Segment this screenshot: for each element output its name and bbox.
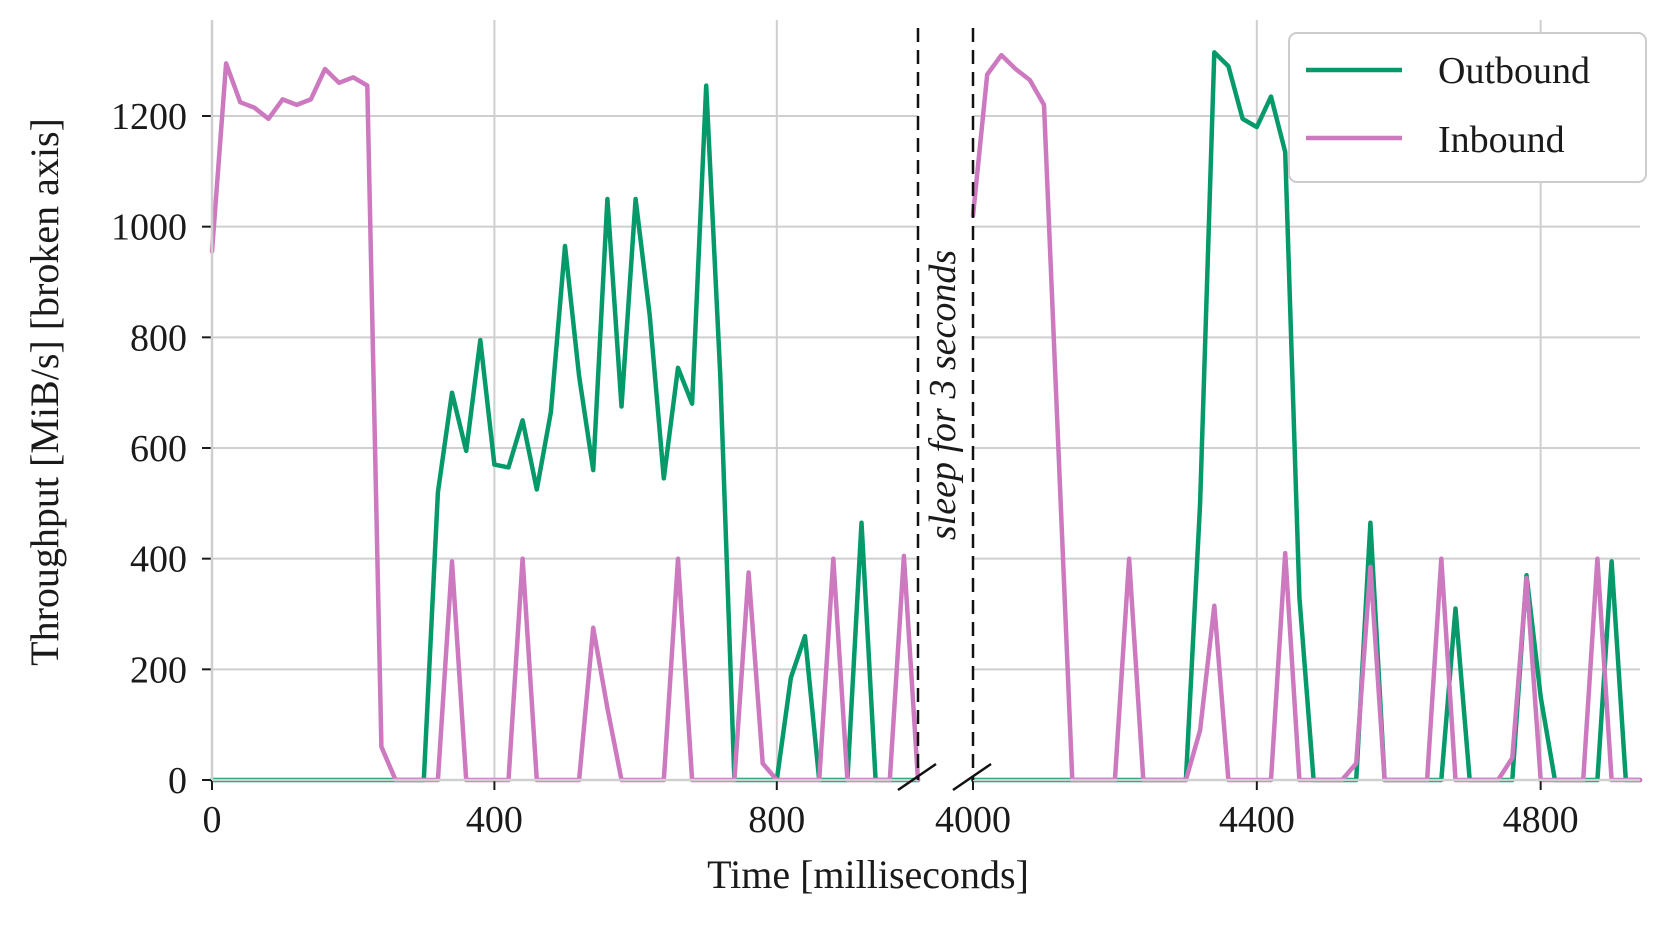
y-tick-label: 800 (130, 317, 187, 359)
y-tick-label: 200 (130, 649, 187, 691)
y-tick-label: 1000 (111, 207, 187, 249)
x-axis-label: Time [milliseconds] (707, 852, 1029, 897)
x-tick-label: 4400 (1219, 799, 1295, 841)
legend-label-outbound: Outbound (1438, 50, 1590, 92)
legend-label-inbound: Inbound (1438, 119, 1565, 161)
axes (202, 20, 1640, 790)
break-mark (952, 762, 992, 792)
y-axis-label: Throughput [MiB/s] [broken axis] (22, 118, 67, 666)
x-tick-label: 0 (203, 799, 222, 841)
x-tick-labels: 0 400 800 4000 4400 4800 (203, 799, 1579, 841)
y-tick-label: 1200 (111, 96, 187, 138)
x-tick-label: 400 (466, 799, 523, 841)
y-tick-label: 0 (168, 760, 187, 802)
series-line-outbound-panel-1 (209, 83, 921, 783)
y-tick-labels: 0 200 400 600 800 1000 1200 (111, 96, 187, 802)
axis-break-marks (897, 762, 992, 792)
x-tick-label: 4800 (1503, 799, 1579, 841)
sleep-annotation: sleep for 3 seconds (922, 250, 964, 540)
series-line-inbound-panel-2 (970, 52, 1643, 783)
break-mark (897, 762, 937, 792)
y-tick-label: 600 (130, 428, 187, 470)
grid-lines (212, 20, 1640, 780)
x-tick-label: 4000 (935, 799, 1011, 841)
y-tick-label: 400 (130, 539, 187, 581)
legend: Outbound Inbound (1288, 32, 1647, 183)
series-line-inbound-panel-1 (209, 61, 921, 783)
x-tick-label: 800 (748, 799, 805, 841)
